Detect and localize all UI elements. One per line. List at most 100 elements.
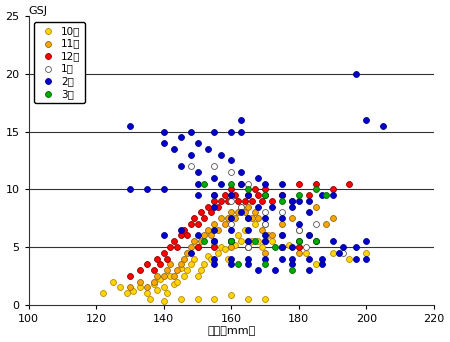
10月	[217, 244, 225, 250]
1月	[278, 244, 285, 250]
12月	[258, 198, 265, 203]
2月	[363, 238, 370, 244]
2月	[194, 169, 201, 175]
2月	[228, 227, 235, 233]
11月	[180, 256, 188, 261]
2月	[211, 192, 218, 198]
12月	[244, 244, 252, 250]
2月	[271, 267, 279, 273]
2月	[244, 262, 252, 267]
2月	[238, 210, 245, 215]
2月	[238, 117, 245, 123]
2月	[255, 267, 262, 273]
10月	[123, 290, 130, 296]
12月	[153, 256, 161, 261]
11月	[255, 215, 262, 221]
10月	[194, 296, 201, 302]
11月	[244, 238, 252, 244]
2月	[261, 238, 269, 244]
11月	[211, 238, 218, 244]
3月	[295, 192, 302, 198]
11月	[224, 215, 231, 221]
11月	[268, 233, 275, 238]
3月	[271, 244, 279, 250]
10月	[231, 242, 238, 247]
12月	[251, 187, 258, 192]
2月	[244, 227, 252, 233]
12月	[231, 192, 238, 198]
10月	[258, 244, 265, 250]
2月	[295, 198, 302, 203]
12月	[255, 192, 262, 198]
2月	[288, 204, 296, 209]
3月	[322, 192, 329, 198]
1月	[238, 204, 245, 209]
3月	[251, 238, 258, 244]
1月	[187, 163, 194, 169]
2月	[228, 192, 235, 198]
10月	[194, 273, 201, 278]
12月	[167, 244, 174, 250]
12月	[312, 181, 319, 186]
11月	[204, 227, 211, 233]
10月	[221, 247, 228, 252]
1月	[295, 227, 302, 233]
2月	[194, 141, 201, 146]
10月	[99, 290, 107, 296]
2月	[255, 175, 262, 181]
2月	[228, 158, 235, 163]
2月	[187, 152, 194, 157]
1月	[261, 221, 269, 227]
2月	[211, 227, 218, 233]
12月	[170, 238, 177, 244]
10月	[201, 262, 208, 267]
11月	[305, 233, 312, 238]
11月	[160, 273, 167, 278]
10月	[238, 238, 245, 244]
2月	[211, 262, 218, 267]
2月	[217, 152, 225, 157]
1月	[261, 210, 269, 215]
1月	[244, 244, 252, 250]
11月	[177, 262, 184, 267]
12月	[295, 181, 302, 186]
10月	[251, 221, 258, 227]
10月	[261, 238, 269, 244]
2月	[170, 146, 177, 152]
Text: GSJ: GSJ	[29, 5, 48, 15]
12月	[211, 198, 218, 203]
12月	[244, 192, 252, 198]
10月	[184, 267, 191, 273]
2月	[228, 256, 235, 261]
1月	[278, 233, 285, 238]
2月	[261, 215, 269, 221]
2月	[228, 238, 235, 244]
12月	[228, 238, 235, 244]
2月	[261, 256, 269, 261]
10月	[170, 281, 177, 287]
2月	[380, 123, 387, 129]
11月	[312, 204, 319, 209]
2月	[211, 175, 218, 181]
2月	[177, 163, 184, 169]
1月	[261, 238, 269, 244]
2月	[244, 238, 252, 244]
11月	[278, 221, 285, 227]
2月	[329, 238, 336, 244]
10月	[207, 256, 215, 261]
2月	[363, 117, 370, 123]
2月	[278, 215, 285, 221]
12月	[180, 227, 188, 233]
1月	[228, 221, 235, 227]
X-axis label: 全長（mm）: 全長（mm）	[207, 327, 256, 337]
11月	[136, 279, 144, 284]
10月	[130, 288, 137, 293]
2月	[288, 256, 296, 261]
11月	[221, 221, 228, 227]
2月	[305, 210, 312, 215]
12月	[207, 210, 215, 215]
11月	[163, 267, 171, 273]
2月	[160, 187, 167, 192]
2月	[217, 181, 225, 186]
12月	[194, 221, 201, 227]
